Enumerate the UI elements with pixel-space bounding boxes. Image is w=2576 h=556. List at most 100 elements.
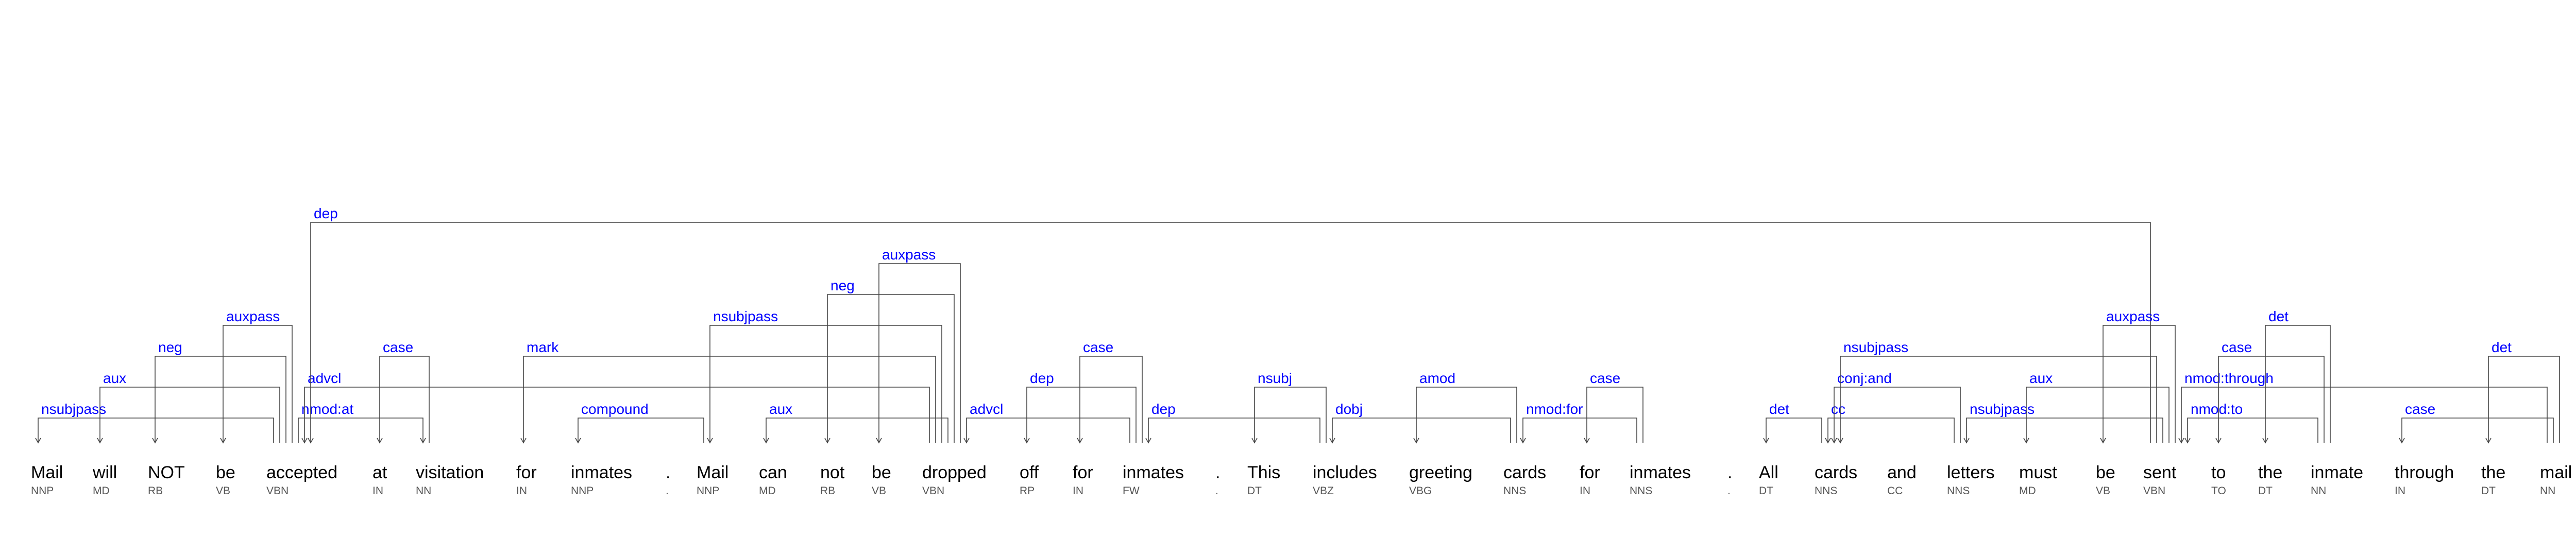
token-pos-tag: VBN [922,485,944,497]
token-word: be [216,463,235,482]
dependency-label: nsubjpass [713,308,778,324]
dependency-arc [1840,356,2157,443]
token-pos-tag: NNP [571,485,594,497]
dependency-label: aux [103,370,126,386]
dependency-arc [966,418,1130,443]
dependency-label: det [2492,339,2512,355]
token-pos-tag: TO [2211,485,2226,497]
token-word: NOT [148,463,185,482]
dependency-label: compound [581,401,649,417]
dependency-label: conj:and [1837,370,1892,386]
dependency-arc [1966,418,2163,443]
arrowhead [1763,438,1769,444]
dependency-label: auxpass [226,308,280,324]
token-word: inmates [571,463,632,482]
dependency-label: aux [769,401,792,417]
token-pos-tag: NN [416,485,431,497]
token-pos-tag: NNP [31,485,54,497]
token-pos-tag: . [1215,485,1218,497]
dependency-label: neg [158,339,182,355]
dependency-label: advcl [970,401,1003,417]
dependency-arc [1026,387,1137,443]
arrowhead [152,438,158,444]
token-word: inmates [1123,463,1184,482]
dependency-arc [1332,418,1511,443]
arrowhead [2184,438,2191,444]
dependency-label: dobj [1335,401,1363,417]
token-word: All [1759,463,1778,482]
dependency-arc [38,418,274,443]
token-word: accepted [266,463,337,482]
dependency-arc [2181,387,2548,443]
dependency-arc [2265,325,2331,443]
token-word: the [2481,463,2505,482]
token-word: cards [1503,463,1546,482]
token-word: . [1215,463,1220,482]
dependency-label: nsubj [1258,370,1292,386]
arrowhead [575,438,581,444]
dependency-label: det [2268,308,2289,324]
dependency-arc [2187,418,2318,443]
token-word: Mail [31,463,63,482]
token-word: can [759,463,787,482]
token-word: off [1020,463,1039,482]
dependency-arc [766,418,948,443]
dependency-arc [379,356,430,443]
token-row: Mail NNP will MD NOT RB be VB accepted VBN at IN vis… [31,463,2572,497]
arrowhead [1251,438,1258,444]
dependency-arc [578,418,704,443]
token-pos-tag: VB [2096,485,2110,497]
arrowhead [377,438,383,444]
arrowhead [824,438,831,444]
arrowhead [707,438,713,444]
arrowhead [1837,438,1843,444]
token-pos-tag: NNS [1815,485,1837,497]
token-pos-tag: NNP [697,485,719,497]
token-word: includes [1313,463,1377,482]
dependency-label: auxpass [2106,308,2160,324]
token-word: inmates [1630,463,1691,482]
token-word: at [372,463,387,482]
dependency-arc [2103,325,2176,443]
token-word: to [2211,463,2226,482]
token-pos-tag: DT [1759,485,1773,497]
dependency-arc [878,263,961,443]
dependency-label: nmod:through [2184,370,2274,386]
dependency-label: case [383,339,413,355]
dependency-arc [827,294,955,443]
dependency-label: det [1769,401,1789,417]
token-pos-tag: IN [1580,485,1590,497]
arrowhead [1024,438,1030,444]
token-word: mail [2540,463,2572,482]
dependency-arc [2401,418,2554,443]
token-word: the [2258,463,2282,482]
token-pos-tag: CC [1887,485,1903,497]
arrowhead [1584,438,1590,444]
dependency-arc [1416,387,1517,443]
dependency-label: advcl [308,370,341,386]
token-word: sent [2143,463,2177,482]
dependency-label: case [2405,401,2435,417]
arrowhead [1329,438,1335,444]
arrowhead [1963,438,1970,444]
arrowhead [2485,438,2492,444]
arrowhead [1145,438,1151,444]
dependency-label: nmod:for [1526,401,1583,417]
token-pos-tag: . [1727,485,1731,497]
arrowhead [963,438,970,444]
arrowhead [2023,438,2029,444]
token-pos-tag: DT [1247,485,1262,497]
token-pos-tag: VB [216,485,230,497]
arrowhead [420,438,426,444]
dependency-label: aux [2029,370,2053,386]
token-pos-tag: MD [2019,485,2036,497]
dependency-label: cc [1831,401,1845,417]
dependency-arc [709,325,942,443]
dependency-label: nsubjpass [41,401,106,417]
arrowhead [876,438,882,444]
arrowhead [520,438,527,444]
dependency-label: dep [1030,370,1054,386]
token-pos-tag: RB [148,485,163,497]
arrowhead [1077,438,1083,444]
